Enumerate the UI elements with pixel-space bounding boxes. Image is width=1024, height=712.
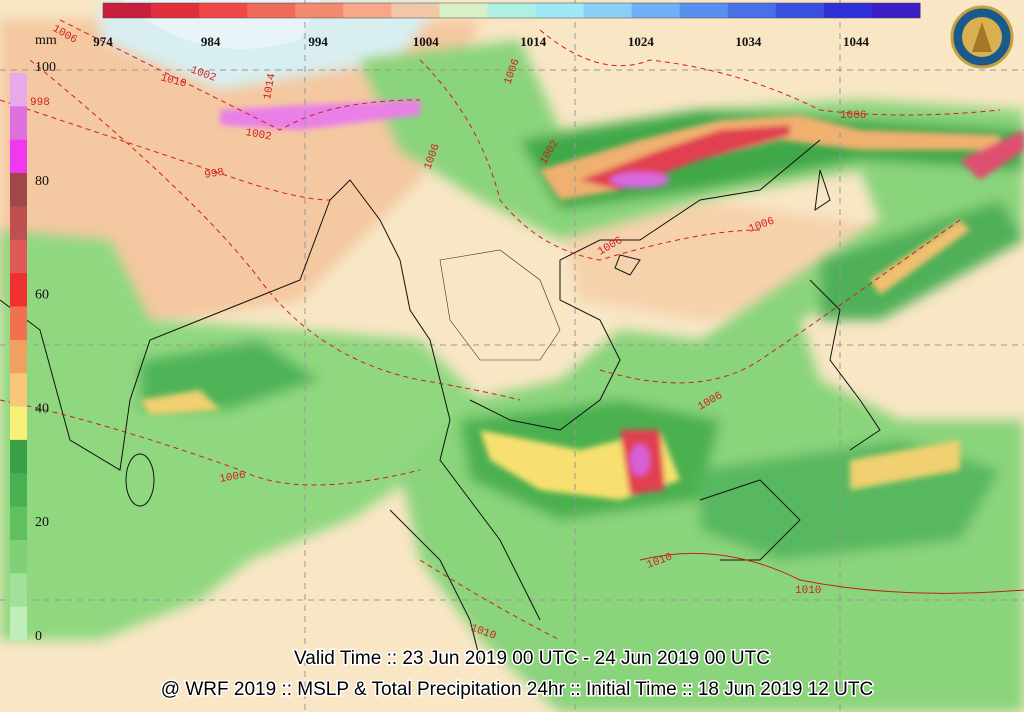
pressure-color-segment <box>775 3 825 18</box>
isobar-label: 998 <box>204 167 226 182</box>
heavy-precipitation <box>140 100 1024 500</box>
pressure-color-segment <box>823 3 873 18</box>
pressure-label: 1044 <box>843 34 870 49</box>
precip-color-segment <box>10 439 27 474</box>
precip-color-segment <box>10 339 27 374</box>
pressure-color-segment <box>151 3 200 18</box>
isobar-label: 1006 <box>840 110 866 122</box>
isobars <box>0 19 1024 641</box>
precip-color-segment <box>10 373 27 408</box>
isobar-label: 1014 <box>262 72 278 100</box>
pressure-label: 1034 <box>735 34 762 49</box>
valid-time: Valid Time :: 23 Jun 2019 00 UTC - 24 Ju… <box>294 648 770 669</box>
precip-color-segment <box>10 506 27 541</box>
precip-label: 80 <box>35 174 49 189</box>
pressure-label: 1014 <box>520 34 547 49</box>
pressure-label: 1024 <box>628 34 655 49</box>
pressure-color-segment <box>487 3 537 18</box>
pressure-color-segment <box>391 3 440 18</box>
precip-label: 60 <box>35 288 49 303</box>
pressure-color-segment <box>439 3 488 18</box>
pressure-color-segment <box>295 3 344 18</box>
pressure-color-segment <box>103 3 152 18</box>
precip-color-segment <box>10 539 27 574</box>
pressure-label: 974 <box>93 34 113 49</box>
isobar-label: 998 <box>30 97 50 109</box>
precip-color-segment <box>10 273 27 307</box>
precip-color-segment <box>10 73 27 107</box>
precip-label: 100 <box>35 60 56 75</box>
precip-color-segment <box>10 239 27 274</box>
isobar-label: 1010 <box>795 585 821 597</box>
precip-color-segment <box>10 606 27 641</box>
pressure-label: 984 <box>201 34 221 49</box>
precip-color-segment <box>10 206 27 241</box>
isobar-label: 1002 <box>244 127 272 143</box>
precip-label: 40 <box>35 401 49 416</box>
pressure-color-segment <box>871 3 921 18</box>
precip-label: 20 <box>35 515 49 530</box>
isobar-label: 1006 <box>219 470 247 486</box>
pressure-color-segment <box>583 3 633 18</box>
coastlines <box>0 139 881 661</box>
pressure-color-segment <box>535 3 585 18</box>
pressure-color-segment <box>679 3 729 18</box>
pressure-color-segment <box>343 3 392 18</box>
precip-color-segment <box>10 573 27 608</box>
precipitation-colorbar: 100 80 60 40 20 0 <box>10 60 56 644</box>
pressure-color-segment <box>727 3 777 18</box>
precip-color-segment <box>10 139 27 174</box>
pressure-color-segment <box>199 3 248 18</box>
model-info: @ WRF 2019 :: MSLP & Total Precipitation… <box>161 679 873 700</box>
precip-color-segment <box>10 173 27 207</box>
pressure-colorbar: 974 984 994 1004 1014 1024 1034 1044 <box>93 2 921 49</box>
precip-label: 0 <box>35 629 42 644</box>
logo <box>950 5 1014 69</box>
precip-color-segment <box>10 306 27 341</box>
precip-unit: mm <box>35 33 57 48</box>
precip-color-segment <box>10 106 27 141</box>
pressure-label: 994 <box>308 34 328 49</box>
precip-color-segment <box>10 406 27 441</box>
pressure-color-segment <box>631 3 681 18</box>
pressure-bar-frame <box>102 2 921 19</box>
pressure-label: 1004 <box>413 34 440 49</box>
pressure-color-segment <box>247 3 296 18</box>
precip-color-segment <box>10 473 27 508</box>
